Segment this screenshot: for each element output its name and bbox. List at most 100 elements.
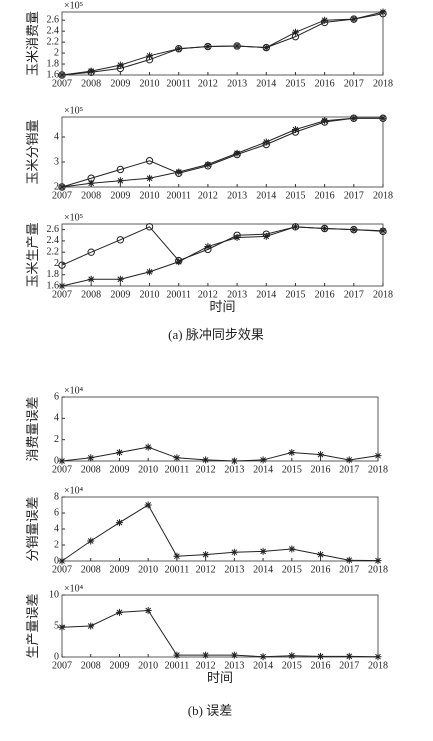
marker: [58, 623, 66, 631]
series-line: [61, 504, 379, 562]
marker: [233, 149, 241, 157]
marker: [350, 15, 358, 23]
x-tick-label: 20011: [166, 190, 191, 201]
y-tick-label: 3: [54, 156, 59, 167]
marker: [379, 9, 387, 18]
x-tick-label: 2008: [81, 464, 101, 475]
marker: [173, 454, 181, 462]
x-tick-label: 2014: [253, 660, 273, 671]
y-tick-label: 8: [54, 491, 59, 502]
x-tick-label: 2010: [140, 289, 160, 300]
x-tick-label: 2018: [368, 464, 388, 475]
marker: [317, 652, 325, 660]
marker: [173, 651, 181, 659]
x-tick-label: 2009: [109, 564, 129, 575]
y-tick-label: 2: [54, 181, 59, 192]
y-tick-label: 1.6: [47, 69, 60, 80]
y-tick-label: 2.4: [47, 25, 60, 36]
marker: [116, 177, 124, 185]
marker: [202, 651, 210, 659]
marker: [291, 32, 300, 41]
marker: [175, 169, 183, 177]
x-tick-label: 2008: [81, 564, 101, 575]
y-tick-label: 5: [54, 620, 59, 631]
marker: [204, 245, 212, 254]
marker: [350, 225, 358, 234]
x-tick-label: 2015: [285, 190, 305, 201]
x-tick-label: 2009: [110, 78, 130, 89]
marker: [230, 457, 238, 465]
scale-label: ×10⁵: [64, 105, 83, 116]
x-tick-label: 2008: [81, 78, 101, 89]
marker: [175, 168, 183, 176]
marker: [345, 556, 353, 564]
marker: [230, 651, 238, 659]
series-line: [61, 226, 384, 266]
x-tick-label: 2009: [109, 464, 129, 475]
x-tick-label: 2007: [52, 464, 72, 475]
x-tick-label: 2013: [224, 660, 244, 671]
x-axis-label: 时间: [209, 299, 235, 314]
x-tick-label: 2007: [52, 660, 72, 671]
marker: [345, 456, 353, 464]
marker: [204, 42, 212, 51]
x-tick-label: 2015: [282, 464, 302, 475]
marker: [116, 165, 125, 174]
series-line: [61, 609, 379, 658]
scale-label: ×10⁵: [64, 0, 83, 11]
x-tick-label: 2014: [256, 190, 276, 201]
marker: [145, 55, 154, 64]
marker: [87, 179, 95, 187]
y-tick-label: 0: [54, 455, 59, 466]
x-tick-label: 2016: [311, 660, 331, 671]
x-tick-label: 2008: [81, 289, 101, 300]
marker: [291, 126, 299, 133]
marker: [320, 224, 329, 233]
y-tick-label: 2.6: [47, 15, 60, 26]
marker: [146, 268, 154, 276]
marker: [350, 114, 358, 122]
marker: [233, 150, 241, 159]
series-line: [61, 117, 383, 188]
marker: [87, 537, 95, 545]
x-tick-label: 2018: [373, 190, 393, 201]
y-tick-label: 2: [54, 539, 59, 550]
marker: [116, 64, 125, 73]
marker: [145, 223, 154, 231]
marker: [145, 157, 154, 165]
x-tick-label: 2009: [109, 660, 129, 671]
marker: [288, 545, 296, 553]
x-tick-label: 2013: [227, 289, 247, 300]
x-tick-label: 2018: [368, 660, 388, 671]
x-tick-label: 2007: [52, 289, 72, 300]
x-tick-label: 2007: [52, 78, 72, 89]
marker: [146, 174, 154, 182]
x-tick-label: 2016: [311, 464, 331, 475]
marker: [173, 552, 181, 560]
x-tick-label: 2015: [282, 660, 302, 671]
axes-frame: [61, 11, 384, 76]
x-tick-label: 2012: [198, 190, 218, 201]
marker: [144, 443, 152, 451]
x-tick-label: 2015: [282, 564, 302, 575]
marker: [374, 452, 382, 460]
marker: [262, 43, 270, 52]
x-tick-label: 2013: [227, 78, 247, 89]
marker: [321, 16, 329, 24]
axes-frame: [61, 396, 379, 462]
marker: [291, 28, 299, 36]
axes-frame: [61, 223, 384, 287]
marker: [374, 557, 382, 565]
y-tick-label: 1.6: [47, 280, 60, 291]
marker: [230, 548, 238, 556]
y-axis-label: 分销量误差: [25, 496, 40, 561]
marker: [317, 451, 325, 459]
marker: [291, 223, 300, 231]
marker: [262, 138, 270, 146]
x-tick-label: 2013: [227, 190, 247, 201]
x-tick-label: 2014: [253, 464, 273, 475]
marker: [204, 161, 212, 168]
x-tick-label: 2018: [373, 289, 393, 300]
axes-frame: [61, 594, 379, 658]
